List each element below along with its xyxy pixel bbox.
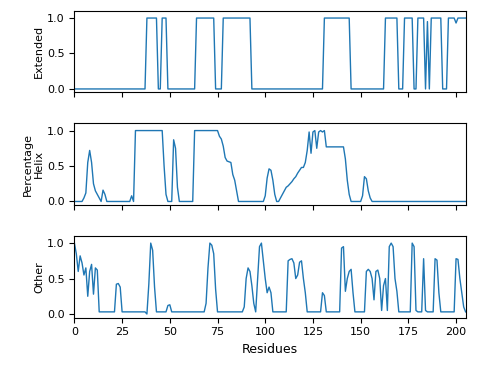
Y-axis label: Extended: Extended [34, 25, 44, 78]
X-axis label: Residues: Residues [242, 343, 298, 356]
Y-axis label: Other: Other [34, 261, 44, 293]
Y-axis label: Percentage
Helix: Percentage Helix [23, 133, 44, 196]
